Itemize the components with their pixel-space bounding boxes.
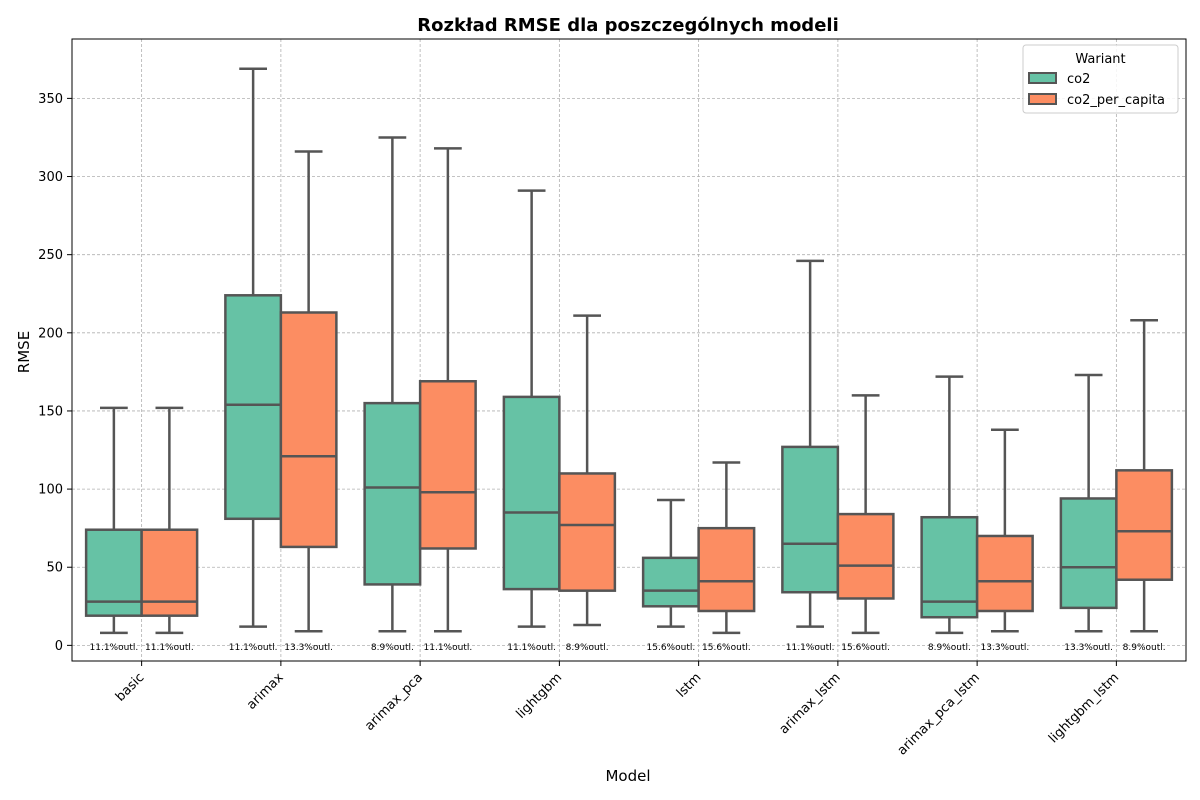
outlier-label: 8.9%outl. <box>371 643 414 653</box>
box-iqr <box>641 556 700 608</box>
outlier-label: 13.3%outl. <box>284 643 333 653</box>
outlier-label: 11.1%outl. <box>229 643 278 653</box>
box-iqr <box>418 380 477 550</box>
outlier-label: 8.9%outl. <box>566 643 609 653</box>
box-arimax_pca-co2: 8.9%outl. <box>363 136 422 653</box>
box-iqr <box>363 401 422 586</box>
x-axis: basic arimax arimax_pca lightgbm lstm arimax_… <box>113 661 1122 758</box>
outlier-label: 11.1%outl. <box>424 643 473 653</box>
x-tick-label: arimax_pca <box>362 670 426 734</box>
box-lstm-co2_per_capita: 15.6%outl. <box>697 461 756 653</box>
y-tick-label: 0 <box>55 639 63 654</box>
x-tick-label: arimax_lstm <box>777 670 844 737</box>
x-tick-label: basic <box>113 670 147 704</box>
outlier-label: 15.6%outl. <box>702 643 751 653</box>
x-tick-label: arimax <box>244 670 287 713</box>
box-iqr <box>224 294 283 521</box>
box-iqr <box>1115 469 1174 581</box>
outlier-label: 13.3%outl. <box>981 643 1030 653</box>
box-iqr <box>781 445 840 594</box>
legend-label: co2_per_capita <box>1067 93 1165 108</box>
box-arimax-co2_per_capita: 13.3%outl. <box>279 150 338 653</box>
box-iqr <box>697 526 756 613</box>
legend-title: Wariant <box>1075 52 1125 67</box>
box-arimax_lstm-co2: 11.1%outl. <box>781 259 840 653</box>
box-arimax_lstm-co2_per_capita: 15.6%outl. <box>836 394 895 653</box>
legend-swatch <box>1028 72 1057 84</box>
y-tick-label: 350 <box>38 92 63 107</box>
outlier-label: 15.6%outl. <box>647 643 696 653</box>
box-arimax_pca_lstm-co2: 8.9%outl. <box>920 375 979 653</box>
outlier-label: 8.9%outl. <box>1123 643 1166 653</box>
axes-frame <box>71 38 1187 662</box>
outlier-label: 15.6%outl. <box>841 643 890 653</box>
box-arimax_pca-co2_per_capita: 11.1%outl. <box>418 147 477 653</box>
y-tick-label: 150 <box>38 404 63 419</box>
y-tick-label: 200 <box>38 326 63 341</box>
outlier-label: 8.9%outl. <box>928 643 971 653</box>
legend-frame <box>1022 44 1179 114</box>
y-tick-label: 50 <box>46 561 63 576</box>
box-iqr <box>279 311 338 549</box>
box-iqr <box>975 534 1034 613</box>
y-axis-label: RMSE <box>15 331 33 373</box>
x-axis-label: Model <box>605 767 650 785</box>
box-basic-co2_per_capita: 11.1%outl. <box>140 406 199 653</box>
box-lightgbm_lstm-co2: 13.3%outl. <box>1059 373 1118 653</box>
legend-label: co2 <box>1067 72 1090 87</box>
box-lstm-co2: 15.6%outl. <box>641 498 700 653</box>
box-iqr <box>558 472 617 592</box>
legend-item-co2: co2 <box>1028 72 1090 87</box>
box-iqr <box>502 395 561 591</box>
x-tick-label: lstm <box>674 670 705 701</box>
outlier-label: 11.1%outl. <box>507 643 556 653</box>
y-tick-label: 100 <box>38 483 63 498</box>
box-lightgbm_lstm-co2_per_capita: 8.9%outl. <box>1115 319 1174 653</box>
outlier-label: 11.1%outl. <box>90 643 139 653</box>
outlier-label: 13.3%outl. <box>1064 643 1113 653</box>
x-tick-label: arimax_pca_lstm <box>895 670 983 758</box>
box-arimax-co2: 11.1%outl. <box>224 67 283 653</box>
y-axis: 0 50 100 150 200 250 300 350 <box>38 92 72 654</box>
x-tick-label: lightgbm <box>514 670 566 722</box>
x-tick-label: lightgbm_lstm <box>1046 670 1122 746</box>
box-basic-co2: 11.1%outl. <box>84 406 143 653</box>
legend-item-co2_per_capita: co2_per_capita <box>1028 93 1165 108</box>
outlier-label: 11.1%outl. <box>786 643 835 653</box>
y-tick-label: 250 <box>38 248 63 263</box>
box-iqr <box>1059 497 1118 610</box>
plot-area: 11.1%outl. 11.1%outl. 8.9%outl. 11.1%outl. 1… <box>84 67 1174 653</box>
box-lightgbm-co2: 11.1%outl. <box>502 189 561 653</box>
box-arimax_pca_lstm-co2_per_capita: 13.3%outl. <box>975 428 1034 653</box>
chart-title: Rozkład RMSE dla poszczególnych modeli <box>417 15 839 36</box>
legend: Wariant co2 co2_per_capita <box>1022 44 1179 114</box>
box-lightgbm-co2_per_capita: 8.9%outl. <box>558 314 617 653</box>
legend-swatch <box>1028 93 1057 105</box>
y-tick-label: 300 <box>38 170 63 185</box>
outlier-label: 11.1%outl. <box>145 643 194 653</box>
box-iqr <box>836 512 895 600</box>
